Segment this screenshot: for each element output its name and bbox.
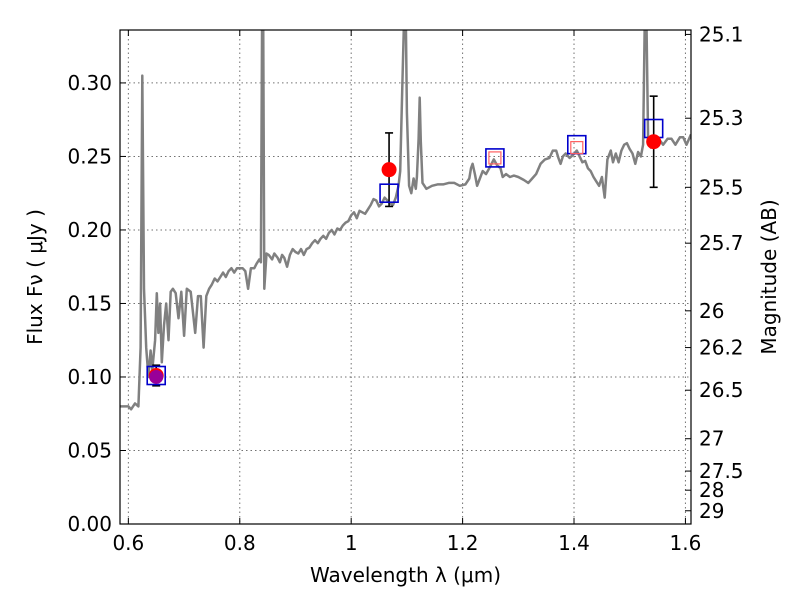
y-tick-label: 0.05 <box>67 438 112 462</box>
model-photometry <box>146 118 664 386</box>
magnitude-tick-label: 25.7 <box>699 231 744 255</box>
magnitude-tick-label: 26 <box>699 299 724 323</box>
y-tick-label: 0.20 <box>67 218 112 242</box>
y-tick-label: 0.10 <box>67 365 112 389</box>
magnitude-tick-label: 26.5 <box>699 378 744 402</box>
x-axis-label: Wavelength λ (μm) <box>310 563 501 587</box>
observed-flux-point <box>646 134 662 150</box>
x-tick-label: 0.6 <box>112 531 144 555</box>
y-axis-ticks: 0.00 0.05 0.10 0.15 0.20 0.25 0.30 <box>67 71 126 536</box>
grid-lines <box>120 30 691 525</box>
x-tick-label: 1.2 <box>447 531 479 555</box>
x-tick-label: 1.4 <box>558 531 590 555</box>
spectrum-line <box>120 30 691 411</box>
model-flux-inner-square <box>570 141 584 155</box>
magnitude-tick-label: 25.5 <box>699 175 744 199</box>
model-spectrum <box>120 30 691 411</box>
magnitude-tick-label: 25.1 <box>699 22 744 46</box>
observed-photometry <box>148 134 662 384</box>
model-flux-square <box>146 365 167 386</box>
y-tick-label: 0.25 <box>67 144 112 168</box>
magnitude-tick-label: 25.3 <box>699 106 744 130</box>
magnitude-tick-label: 28 <box>699 478 724 502</box>
model-flux-square <box>379 183 399 203</box>
x-tick-label: 1.6 <box>670 531 702 555</box>
observed-flux-point <box>381 162 397 178</box>
model-flux-square <box>485 148 505 168</box>
x-tick-label: 0.8 <box>224 531 256 555</box>
y-tick-label: 0.30 <box>67 71 112 95</box>
model-flux-inner-square <box>488 151 502 165</box>
x-tick-label: 1 <box>345 531 358 555</box>
plot-frame <box>119 29 692 525</box>
magnitude-tick-label: 26.2 <box>699 336 744 360</box>
y-tick-label: 0.00 <box>67 512 112 536</box>
magnitude-tick-label: 29 <box>699 499 724 523</box>
observed-flux-point-overlap <box>149 369 164 384</box>
magnitude-tick-label: 27.5 <box>699 459 744 483</box>
x-axis-ticks: 0.6 0.8 1 1.2 1.4 1.6 <box>112 30 701 555</box>
y-axis-label-magnitude: Magnitude (AB) <box>757 199 781 354</box>
y-tick-label: 0.15 <box>67 291 112 315</box>
y-axis-label-flux: Flux Fν ( μJy ) <box>23 209 47 345</box>
error-bars <box>152 95 658 387</box>
magnitude-tick-label: 27 <box>699 427 724 451</box>
